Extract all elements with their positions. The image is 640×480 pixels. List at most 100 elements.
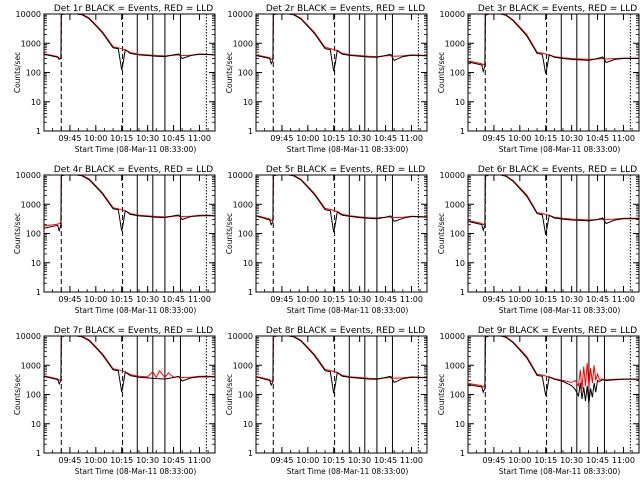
- x-tick-label: 10:45: [374, 134, 397, 143]
- chart-title: Det 9r BLACK = Events, RED = LLD: [478, 326, 637, 336]
- series-line-lld: [44, 14, 215, 60]
- x-tick-label: 10:30: [348, 134, 371, 143]
- y-tick-label: 1000: [233, 39, 253, 48]
- y-tick-label: 1000: [233, 361, 253, 370]
- x-tick-label: 10:15: [534, 295, 557, 304]
- y-tick-label: 10000: [16, 332, 41, 341]
- y-tick-label: 100: [26, 230, 41, 239]
- panel-det-8: Det 8r BLACK = Events, RED = LLD 1 10 100 10…: [225, 326, 428, 476]
- chart-title: Det 3r BLACK = Events, RED = LLD: [478, 4, 637, 14]
- x-axis-label: Start Time (08-Mar-11 08:33:00): [499, 467, 621, 476]
- x-tick-label: 10:15: [110, 295, 133, 304]
- chart-title: Det 1r BLACK = Events, RED = LLD: [54, 4, 213, 14]
- x-tick-label: 11:00: [188, 134, 211, 143]
- series-line-events: [44, 14, 215, 71]
- y-tick-label: 10000: [228, 332, 253, 341]
- y-tick-label: 10000: [440, 10, 465, 19]
- y-tick-label: 1: [248, 127, 253, 136]
- y-axis-label: Counts/sec: [437, 52, 446, 93]
- y-tick-label: 10000: [16, 10, 41, 19]
- y-axis-label: Counts/sec: [225, 52, 234, 93]
- x-tick-label: 10:45: [374, 456, 397, 465]
- y-tick-label: 1000: [445, 39, 465, 48]
- series-line-events: [256, 14, 427, 72]
- y-tick-label: 100: [26, 69, 41, 78]
- x-tick-label: 09:45: [270, 134, 293, 143]
- chart-title: Det 8r BLACK = Events, RED = LLD: [266, 326, 425, 336]
- plot-frame: [43, 174, 216, 293]
- x-axis-label: Start Time (08-Mar-11 08:33:00): [499, 306, 621, 315]
- x-tick-label: 10:30: [136, 134, 159, 143]
- y-tick-label: 1000: [21, 200, 41, 209]
- y-tick-label: 1: [460, 127, 465, 136]
- x-tick-label: 11:00: [188, 295, 211, 304]
- x-axis-label: Start Time (08-Mar-11 08:33:00): [75, 145, 197, 154]
- plot-frame: [43, 335, 216, 454]
- x-tick-label: 10:15: [322, 295, 345, 304]
- panel-det-7: Det 7r BLACK = Events, RED = LLD 1 10 100 10…: [13, 326, 216, 476]
- y-axis-label: Counts/sec: [13, 374, 22, 415]
- x-tick-label: 09:45: [270, 295, 293, 304]
- x-tick-label: 09:45: [58, 134, 81, 143]
- panel-det-4: Det 4r BLACK = Events, RED = LLD 1 10 100 10…: [13, 165, 216, 315]
- x-tick-label: 10:15: [322, 456, 345, 465]
- plot-frame: [467, 13, 640, 132]
- y-tick-label: 10: [455, 259, 465, 268]
- x-tick-label: 10:30: [348, 456, 371, 465]
- y-tick-label: 100: [26, 391, 41, 400]
- x-tick-label: 10:00: [296, 295, 319, 304]
- panel-det-9: Det 9r BLACK = Events, RED = LLD 1 10 100 10…: [437, 326, 640, 476]
- x-tick-label: 09:45: [58, 295, 81, 304]
- y-tick-label: 100: [238, 391, 253, 400]
- y-axis-label: Counts/sec: [225, 213, 234, 254]
- panel-det-5: Det 5r BLACK = Events, RED = LLD 1 10 100 10…: [225, 165, 428, 315]
- y-axis-label: Counts/sec: [225, 374, 234, 415]
- x-tick-label: 10:30: [136, 456, 159, 465]
- x-tick-label: 10:00: [296, 456, 319, 465]
- panel-det-2: Det 2r BLACK = Events, RED = LLD 1 10 100 10…: [225, 4, 428, 154]
- y-tick-label: 10000: [228, 171, 253, 180]
- panel-det-6: Det 6r BLACK = Events, RED = LLD 1 10 100 10…: [437, 165, 640, 315]
- x-tick-label: 10:30: [560, 134, 583, 143]
- x-tick-label: 11:00: [612, 134, 635, 143]
- series-line-lld: [256, 336, 427, 383]
- x-axis-label: Start Time (08-Mar-11 08:33:00): [287, 467, 409, 476]
- series-line-events: [256, 336, 427, 394]
- x-tick-label: 10:45: [162, 134, 185, 143]
- y-axis-label: Counts/sec: [437, 374, 446, 415]
- chart-title: Det 2r BLACK = Events, RED = LLD: [266, 4, 425, 14]
- x-tick-label: 09:45: [482, 134, 505, 143]
- x-tick-label: 10:15: [534, 134, 557, 143]
- plot-frame: [467, 174, 640, 293]
- y-axis-label: Counts/sec: [13, 213, 22, 254]
- x-tick-label: 11:00: [612, 456, 635, 465]
- y-tick-label: 10000: [16, 171, 41, 180]
- y-tick-label: 100: [450, 230, 465, 239]
- y-tick-label: 10: [31, 98, 41, 107]
- y-tick-label: 100: [238, 230, 253, 239]
- chart-title: Det 7r BLACK = Events, RED = LLD: [54, 326, 213, 336]
- series-line-events: [468, 14, 639, 74]
- y-tick-label: 1000: [21, 39, 41, 48]
- x-tick-label: 10:45: [586, 456, 609, 465]
- panel-det-3: Det 3r BLACK = Events, RED = LLD 1 10 100 10…: [437, 4, 640, 154]
- x-tick-label: 11:00: [188, 456, 211, 465]
- plot-frame: [43, 13, 216, 132]
- y-tick-label: 10: [455, 420, 465, 429]
- x-tick-label: 10:30: [136, 295, 159, 304]
- y-tick-label: 10000: [440, 171, 465, 180]
- y-tick-label: 1000: [445, 200, 465, 209]
- y-tick-label: 10000: [228, 10, 253, 19]
- y-tick-label: 1000: [21, 361, 41, 370]
- series-line-events: [468, 175, 639, 235]
- x-tick-label: 10:00: [84, 295, 107, 304]
- x-tick-label: 10:00: [508, 134, 531, 143]
- series-line-lld: [256, 175, 427, 222]
- chart-title: Det 6r BLACK = Events, RED = LLD: [478, 165, 637, 175]
- x-tick-label: 10:45: [374, 295, 397, 304]
- x-tick-label: 10:00: [508, 456, 531, 465]
- panel-det-1: Det 1r BLACK = Events, RED = LLD 1 10 100 10…: [13, 4, 216, 154]
- plot-frame: [255, 13, 428, 132]
- x-tick-label: 10:15: [322, 134, 345, 143]
